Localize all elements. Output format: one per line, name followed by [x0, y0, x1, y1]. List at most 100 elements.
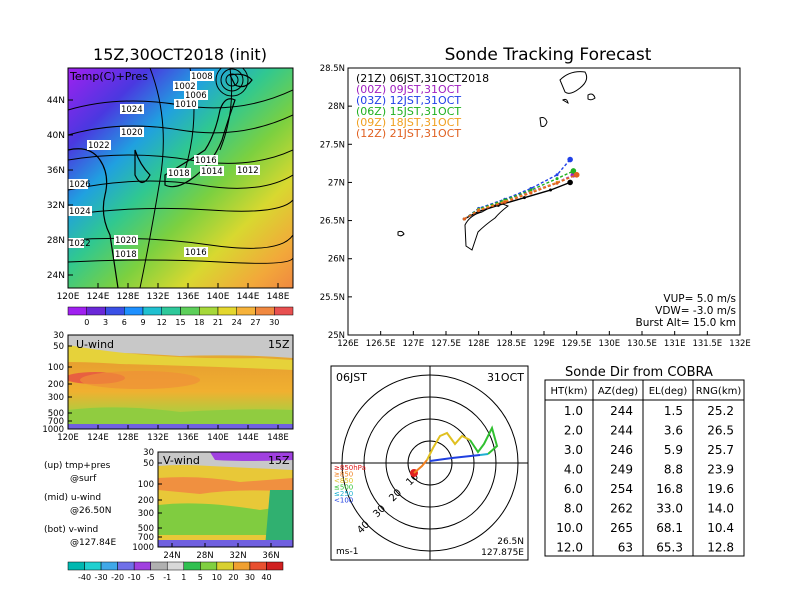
table-cell: 68.1: [656, 521, 683, 535]
lat-tick-label: 25N: [328, 331, 345, 341]
tracking-lon-axis: 126E 126.5E 127E 127.5E 128E 128.5E 129E 129.5E…: [337, 331, 751, 349]
colorbar-tick-label: 5: [198, 573, 203, 582]
hodograph-rings: [331, 366, 528, 560]
u-wind-label: U-wind: [76, 338, 114, 351]
lon-tick-label: 136E: [177, 292, 200, 302]
lat-tick-label: 27N: [328, 178, 345, 188]
isobar-label: 1026: [69, 180, 91, 190]
pressure-tick-label: 500: [48, 409, 64, 419]
colorbar-tick-label: -5: [147, 573, 155, 582]
table-cell: 8.0: [564, 502, 583, 516]
table-cell: 265: [610, 521, 633, 535]
colorbar-tick-label: 3: [103, 318, 108, 327]
table-grid: HT(km) AZ(deg) EL(deg) RNG(km) 1.0 244 1.5 25.2…: [544, 379, 745, 557]
colorbar-swatch: [117, 561, 135, 571]
colorbar-tick-label: 40: [261, 573, 271, 582]
panel-notes: (up) tmp+pres @surf (mid) u-wind @26.50N…: [44, 461, 116, 548]
table-cell: 244: [610, 424, 633, 438]
lon-tick-label: 120E: [57, 292, 80, 302]
table-header: HT(km): [551, 386, 588, 397]
note-bot-level: @127.84E: [70, 538, 116, 548]
trajectory-point: [462, 217, 466, 221]
lat-tick-label: 28N: [47, 236, 65, 246]
colorbar-swatch: [166, 561, 185, 571]
note-bot: (bot) v-wind: [44, 525, 98, 535]
isobar-label: 1020: [121, 128, 143, 138]
table-cell: 4.0: [564, 463, 583, 477]
table-cell: 1.0: [564, 404, 583, 418]
table-cell: 33.0: [656, 502, 683, 516]
table-header: RNG(km): [696, 386, 742, 397]
tracking-coastlines: [397, 71, 596, 251]
wind-colorbar: -40 -30 -20 -10 -5 -1 1 5 10 20 30 40: [67, 561, 284, 582]
lat-tick-label: 26.5N: [320, 217, 345, 227]
table-cell: 12.0: [556, 541, 583, 555]
v-wind-shading: [158, 452, 293, 547]
table-cell: 3.6: [664, 424, 683, 438]
trajectory-lines: [462, 156, 580, 221]
colorbar-tick-label: -30: [95, 573, 108, 582]
lat-tick-label: 44N: [47, 96, 65, 106]
colorbar-swatch: [105, 306, 125, 316]
tracking-legend: (21Z) 06JST,31OCT2018(00Z) 09JST,31OCT(0…: [356, 72, 489, 140]
colorbar-swatch: [161, 306, 181, 316]
colorbar-swatch: [266, 561, 284, 571]
colorbar-tick-label: 18: [194, 318, 204, 327]
tracking-title: Sonde Tracking Forecast: [445, 45, 652, 65]
colorbar-tick-label: 15: [175, 318, 185, 327]
tracking-plot: (21Z) 06JST,31OCT2018(00Z) 09JST,31OCT(0…: [320, 64, 751, 349]
isobar-label: 1012: [237, 166, 259, 176]
colorbar-tick-label: -10: [128, 573, 141, 582]
colorbar-swatch: [67, 306, 87, 316]
pressure-tick-label: 100: [138, 480, 154, 490]
colorbar-tick-label: 21: [213, 318, 223, 327]
trajectory-point: [503, 200, 507, 204]
isobar-label: 1024: [121, 105, 143, 115]
lon-tick-label: 129.5E: [562, 339, 592, 349]
lon-tick-label: 120E: [57, 433, 79, 443]
table-border: [544, 379, 745, 557]
trajectory-point: [570, 168, 577, 174]
colorbar-swatch: [274, 306, 294, 316]
u-wind-time: 15Z: [268, 338, 290, 351]
lon-tick-label: 140E: [207, 433, 229, 443]
note-mid: (mid) u-wind: [44, 493, 101, 503]
lat-tick-label: 24N: [163, 551, 180, 561]
colorbar-swatch: [200, 561, 218, 571]
trajectory-point: [522, 196, 526, 200]
colorbar-tick-label: 30: [245, 573, 255, 582]
trajectory-point: [529, 191, 533, 195]
level-legend-entry: ≤500: [334, 484, 353, 492]
colorbar-tick-label: 10: [212, 573, 222, 582]
lat-tick-label: 36N: [47, 166, 65, 176]
colorbar-swatch: [142, 306, 162, 316]
colorbar-swatch: [249, 561, 267, 571]
note-mid-level: @26.50N: [70, 506, 112, 516]
table-cell: 6.0: [564, 482, 583, 496]
isobar-label: 1018: [115, 250, 137, 260]
lon-tick-label: 148E: [267, 292, 290, 302]
colorbar-swatch: [86, 306, 106, 316]
trajectory-point: [549, 188, 553, 192]
colorbar-tick-label: 1: [181, 573, 186, 582]
v-wind-lat-axis: 24N 28N 32N 36N: [163, 543, 280, 561]
lon-tick-label: 130.5E: [627, 339, 657, 349]
trajectory-point: [573, 172, 580, 178]
table-cell: 63: [618, 541, 633, 555]
pressure-tick-label: 50: [53, 342, 64, 352]
level-legend-entry: <850: [334, 477, 353, 485]
trajectory-point: [555, 181, 559, 185]
colorbar-tick-label: 12: [157, 318, 167, 327]
tracking-legend-entry: (06Z) 15JST,31OCT: [356, 105, 461, 118]
lat-tick-label: 24N: [47, 271, 65, 281]
table-cell: 2.0: [564, 424, 583, 438]
map-frame: [67, 67, 294, 289]
lat-tick-label: 40N: [47, 131, 65, 141]
colorbar-swatch: [180, 306, 200, 316]
lon-tick-label: 132E: [147, 292, 170, 302]
table-cell: 26.5: [707, 424, 734, 438]
lon-tick-label: 132E: [729, 339, 751, 349]
map-lat-axis: 44N 40N 36N 32N 28N 24N: [47, 96, 73, 281]
